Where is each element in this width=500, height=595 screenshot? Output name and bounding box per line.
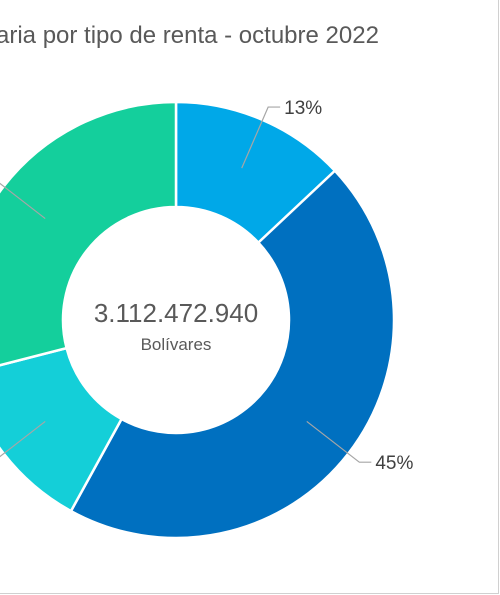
slice-4: [0, 100, 178, 367]
slice-label-2: 45%: [375, 453, 413, 474]
leader-line-4: [0, 182, 46, 220]
slice-3: [0, 346, 124, 513]
leader-line-1: [241, 106, 281, 169]
center-total-unit: Bolívares: [141, 335, 212, 354]
slice-2: [69, 169, 396, 540]
slice-label-1: 13%: [284, 98, 322, 119]
leader-line-3: [0, 420, 46, 458]
center-total-value: 3.112.472.940: [94, 298, 258, 328]
chart-title: aria por tipo de renta - octubre 2022: [0, 22, 379, 49]
leader-line-2: [306, 420, 372, 463]
